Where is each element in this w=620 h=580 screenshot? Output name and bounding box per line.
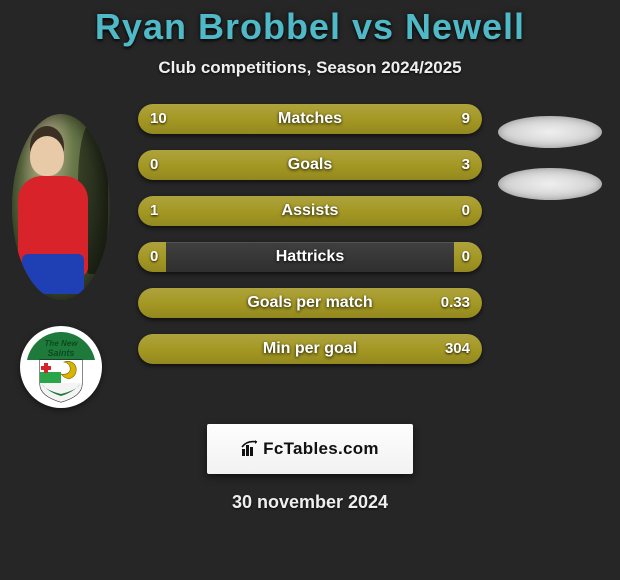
stat-bar-right — [454, 196, 482, 226]
stat-bar-left — [138, 196, 454, 226]
stat-bar-left — [138, 334, 166, 364]
stat-bar-left — [138, 288, 166, 318]
svg-text:The New: The New — [45, 339, 79, 348]
footer-date: 30 november 2024 — [0, 492, 620, 513]
stat-bar-right — [317, 104, 482, 134]
stat-row: Hattricks00 — [138, 242, 482, 272]
brand-badge: FcTables.com — [207, 424, 413, 474]
page-title: Ryan Brobbel vs Newell — [0, 6, 620, 48]
stat-bar-left — [138, 104, 317, 134]
stat-row: Min per goal304 — [138, 334, 482, 364]
stat-bars: Matches109 Goals03 Assists10 Hattricks00 Goa… — [138, 104, 482, 380]
player-right-photo-2 — [498, 168, 602, 200]
player-left-photo — [12, 114, 110, 300]
stat-bar-right — [166, 334, 482, 364]
stat-bar-right — [454, 242, 482, 272]
stat-bar-left — [138, 242, 166, 272]
svg-text:Saints: Saints — [47, 348, 74, 358]
stat-bar-right — [166, 150, 482, 180]
stat-row: Goals per match0.33 — [138, 288, 482, 318]
player-right-photo-1 — [498, 116, 602, 148]
stat-bar-right — [166, 288, 482, 318]
page-subtitle: Club competitions, Season 2024/2025 — [0, 58, 620, 78]
stat-row: Matches109 — [138, 104, 482, 134]
brand-text: FcTables.com — [263, 439, 379, 458]
stat-row: Goals03 — [138, 150, 482, 180]
comparison-panel: The New Saints Matches109 Goals03 Assists1… — [0, 96, 620, 396]
stat-row: Assists10 — [138, 196, 482, 226]
club-badge-left: The New Saints — [20, 326, 102, 408]
stat-label: Hattricks — [138, 242, 482, 272]
stat-bar-left — [138, 150, 166, 180]
